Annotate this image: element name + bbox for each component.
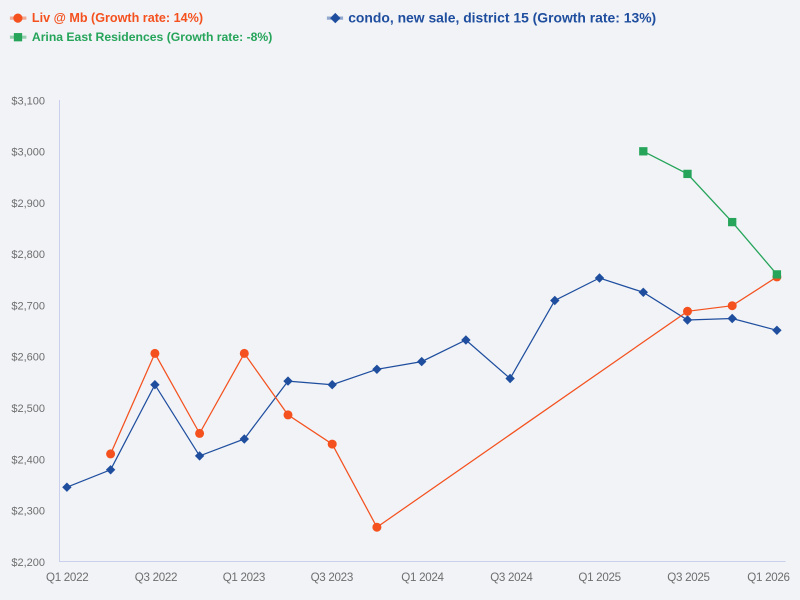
svg-text:$3,000: $3,000 — [11, 147, 45, 159]
svg-text:Q1 2022: Q1 2022 — [46, 571, 88, 584]
svg-text:$2,900: $2,900 — [11, 198, 45, 210]
svg-text:Q3 2022: Q3 2022 — [135, 571, 177, 584]
svg-text:condo, new sale, district 15 (: condo, new sale, district 15 (Growth rat… — [348, 10, 656, 26]
svg-text:$2,300: $2,300 — [11, 506, 45, 518]
svg-text:Q3 2025: Q3 2025 — [667, 571, 709, 584]
svg-text:Q1 2026: Q1 2026 — [747, 571, 789, 584]
svg-text:Q1 2025: Q1 2025 — [578, 571, 620, 584]
svg-text:Arina East Residences (Growth: Arina East Residences (Growth rate: -8%) — [32, 30, 272, 44]
svg-text:$2,400: $2,400 — [11, 454, 45, 466]
svg-text:Q1 2023: Q1 2023 — [223, 571, 265, 584]
svg-text:$3,100: $3,100 — [11, 95, 45, 107]
svg-text:$2,700: $2,700 — [11, 301, 45, 313]
svg-text:$2,600: $2,600 — [11, 352, 45, 364]
svg-text:$2,800: $2,800 — [11, 249, 45, 261]
svg-text:Q1 2024: Q1 2024 — [401, 571, 444, 584]
svg-text:Liv @ Mb (Growth rate: 14%): Liv @ Mb (Growth rate: 14%) — [32, 11, 203, 25]
svg-text:$2,200: $2,200 — [11, 557, 45, 569]
svg-text:$2,500: $2,500 — [11, 403, 45, 415]
svg-text:Q3 2024: Q3 2024 — [490, 571, 533, 584]
svg-text:Q3 2023: Q3 2023 — [311, 571, 353, 584]
